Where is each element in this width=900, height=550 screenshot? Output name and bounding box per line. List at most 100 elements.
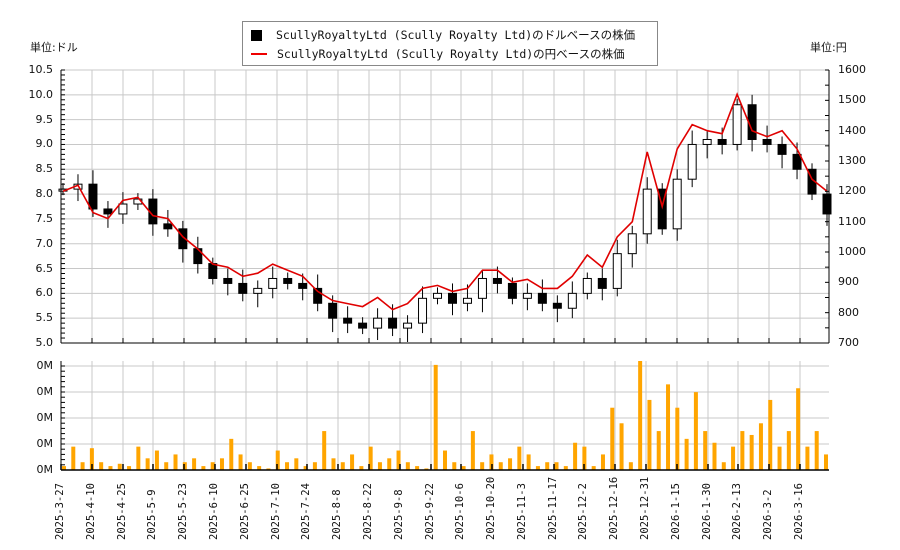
bearish-candle xyxy=(343,317,353,324)
legend-item-yen: ScullyRoyaltyLtd (Scully Royalty Ltd)の円ベ… xyxy=(251,45,625,63)
right-axis-unit: 単位:円 xyxy=(810,41,847,54)
volume-bar xyxy=(470,431,475,470)
volume-bar xyxy=(210,462,215,470)
bearish-candle xyxy=(163,223,173,230)
yen-tick-label: 1600 xyxy=(838,63,866,76)
volume-bar xyxy=(740,431,745,470)
volume-bar xyxy=(610,407,615,470)
bearish-candle xyxy=(178,228,188,250)
volume-bar xyxy=(498,462,503,470)
bearish-candle xyxy=(447,292,457,304)
yen-price-line xyxy=(62,92,828,311)
volume-bar xyxy=(238,454,243,470)
volume-bar xyxy=(136,446,141,470)
volume-tick-label: 0M xyxy=(36,463,54,476)
bullish-candle xyxy=(582,277,592,294)
volume-bar xyxy=(508,458,513,470)
volume-bar xyxy=(666,384,671,470)
legend-label-yen: ScullyRoyaltyLtd (Scully Royalty Ltd)の円ベ… xyxy=(277,47,625,61)
bearish-candle xyxy=(238,282,248,294)
volume-bar xyxy=(582,446,587,470)
volume-bar xyxy=(340,462,345,470)
volume-bar xyxy=(192,458,197,470)
volume-bar xyxy=(127,466,132,470)
volume-tick-label: 0M xyxy=(36,359,54,372)
volume-bar xyxy=(368,446,373,470)
bullish-candle xyxy=(462,297,472,304)
volume-bar xyxy=(285,462,290,470)
bullish-candle xyxy=(687,143,697,180)
volume-tick-label: 0M xyxy=(36,385,54,398)
volume-bar xyxy=(814,431,819,470)
volume-bar xyxy=(526,454,531,470)
volume-bar xyxy=(777,446,782,470)
volume-bar xyxy=(99,462,104,470)
bullish-candle xyxy=(253,287,263,294)
volume-bar xyxy=(517,446,522,470)
volume-tick-label: 0M xyxy=(36,411,54,424)
legend-label-dollar: ScullyRoyaltyLtd (Scully Royalty Ltd)のドル… xyxy=(276,28,636,42)
volume-bars xyxy=(62,361,828,470)
bullish-candle xyxy=(118,203,128,215)
volume-bar xyxy=(266,468,271,470)
price-tick-label: 6.0 xyxy=(35,286,54,300)
bullish-candle xyxy=(433,292,443,299)
bearish-candle xyxy=(88,183,98,210)
price-tick-label: 6.5 xyxy=(35,261,54,275)
bearish-candle xyxy=(223,277,233,284)
volume-bar xyxy=(71,446,76,470)
price-tick-label: 10.5 xyxy=(28,63,54,76)
line-swatch-icon xyxy=(251,53,267,55)
volume-bar xyxy=(108,466,113,470)
bearish-candle xyxy=(298,282,308,289)
volume-bar xyxy=(62,466,66,470)
bearish-candle xyxy=(388,317,398,329)
yen-tick-label: 700 xyxy=(838,336,859,349)
candlestick-series xyxy=(58,94,832,343)
bearish-candle xyxy=(313,287,323,304)
volume-bar xyxy=(89,448,94,470)
candlestick-swatch-icon xyxy=(251,29,262,41)
volume-bar xyxy=(684,438,689,470)
volume-bar xyxy=(80,462,85,470)
volume-bar xyxy=(322,431,327,470)
volume-bar xyxy=(703,431,708,470)
bearish-candle xyxy=(762,138,772,145)
volume-bar xyxy=(786,431,791,470)
volume-bar xyxy=(396,450,401,470)
volume-bar xyxy=(275,450,280,470)
volume-bar xyxy=(377,462,382,470)
grid-lines xyxy=(60,69,829,471)
volume-bar xyxy=(443,450,447,470)
price-tick-label: 8.5 xyxy=(35,162,54,176)
volume-bar xyxy=(489,454,494,470)
volume-bar xyxy=(405,462,410,470)
price-tick-label: 9.0 xyxy=(35,137,54,151)
volume-bar xyxy=(415,466,420,470)
volume-bar xyxy=(573,442,578,470)
volume-bar xyxy=(229,438,234,470)
yen-tick-label: 1200 xyxy=(838,184,866,198)
volume-bar xyxy=(294,458,299,470)
bullish-candle xyxy=(403,322,413,329)
volume-bar xyxy=(591,466,596,470)
bearish-candle xyxy=(792,153,802,170)
volume-bar xyxy=(721,462,726,470)
bearish-candle xyxy=(208,263,218,279)
volume-bar xyxy=(749,434,754,470)
bearish-candle xyxy=(777,143,787,155)
volume-bar xyxy=(359,466,364,470)
yen-tick-label: 900 xyxy=(838,275,859,289)
volume-bar xyxy=(731,446,736,470)
volume-bar xyxy=(768,399,773,470)
bearish-candle xyxy=(552,302,562,309)
volume-bar xyxy=(656,431,661,470)
bullish-candle xyxy=(642,188,652,235)
volume-bar xyxy=(331,458,336,470)
price-tick-label: 10.0 xyxy=(28,87,54,101)
left-axis-unit: 単位:ドル xyxy=(30,41,78,54)
axis-frame xyxy=(60,69,830,471)
bullish-candle xyxy=(732,104,742,145)
volume-bar xyxy=(480,462,485,470)
volume-bar xyxy=(257,466,262,470)
